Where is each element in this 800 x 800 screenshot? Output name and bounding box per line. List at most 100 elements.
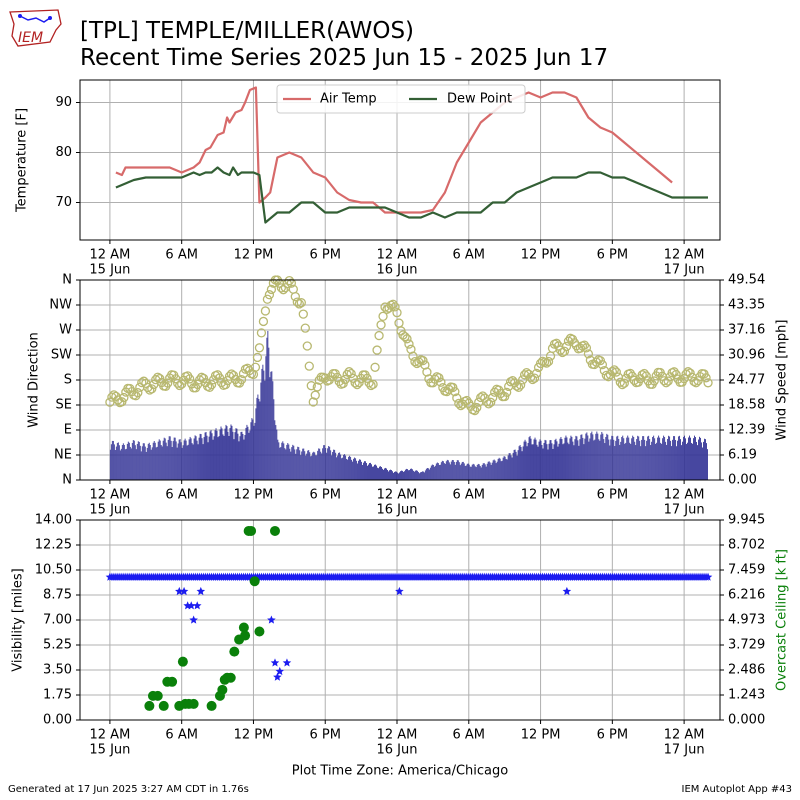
wind-speed-bar bbox=[201, 438, 203, 480]
wind-speed-bar bbox=[273, 399, 275, 480]
wind-speed-bar bbox=[452, 460, 454, 480]
wind-speed-bar bbox=[582, 437, 584, 480]
wind-speed-bar bbox=[267, 330, 269, 480]
wind-speed-bar bbox=[164, 438, 166, 480]
wind-speed-bar bbox=[487, 461, 489, 480]
wind-speed-bar bbox=[607, 434, 609, 480]
wind-speed-bar bbox=[428, 469, 430, 480]
wind-speed-bar bbox=[359, 459, 361, 480]
wind-speed-bar bbox=[468, 464, 470, 480]
wind-direction-point bbox=[362, 373, 372, 383]
wind-speed-bar bbox=[481, 464, 483, 480]
wind-speed-bar bbox=[234, 432, 236, 480]
wind-speed-bar bbox=[685, 438, 687, 480]
wind-xtick-date: 16 Jun bbox=[377, 503, 418, 518]
wind-direction-point bbox=[258, 316, 269, 327]
wind-speed-bar bbox=[658, 435, 660, 480]
wind-speed-bar bbox=[372, 466, 373, 480]
wind-speed-bar bbox=[661, 443, 663, 480]
wind-speed-bar bbox=[436, 462, 438, 480]
wind-speed-bar bbox=[626, 437, 628, 480]
temp-frame bbox=[79, 79, 721, 241]
wind-speed-bar bbox=[282, 441, 284, 480]
wind-speed-bar bbox=[216, 430, 218, 480]
wind-speed-bar bbox=[139, 445, 141, 480]
wind-y2tick-label: 49.54 bbox=[728, 273, 765, 288]
wind-direction-point bbox=[579, 340, 590, 350]
wind-speed-bar bbox=[416, 470, 418, 480]
wind-speed-bar bbox=[492, 460, 494, 480]
wind-direction-point bbox=[119, 392, 129, 403]
wind-speed-bar bbox=[591, 431, 593, 480]
wind-speed-bar bbox=[173, 437, 175, 480]
wind-speed-bar bbox=[695, 437, 696, 480]
wind-direction-point bbox=[290, 291, 300, 302]
wind-speed-bar bbox=[700, 437, 701, 480]
wind-direction-point bbox=[294, 299, 304, 309]
wind-speed-bar bbox=[114, 450, 116, 480]
wind-direction-point bbox=[374, 330, 384, 341]
wind-speed-bar bbox=[337, 455, 339, 480]
wind-speed-bar bbox=[590, 433, 592, 480]
wind-speed-bar bbox=[314, 452, 316, 480]
wind-direction-point bbox=[214, 373, 225, 383]
wind-speed-bar bbox=[224, 428, 226, 480]
wind-speed-bar bbox=[116, 442, 118, 480]
wind-direction-point bbox=[418, 355, 428, 366]
wind-speed-bar bbox=[625, 442, 627, 480]
wind-speed-bar bbox=[162, 440, 164, 480]
wind-speed-bar bbox=[602, 433, 604, 480]
wind-direction-point bbox=[511, 381, 522, 391]
legend-box bbox=[276, 84, 526, 114]
wind-speed-bar bbox=[698, 439, 699, 480]
wind-speed-bar bbox=[663, 435, 665, 480]
wind-speed-bar bbox=[251, 418, 253, 480]
wind-speed-bar bbox=[631, 438, 633, 480]
wind-direction-point bbox=[637, 370, 647, 380]
wind-speed-bar bbox=[546, 444, 548, 480]
wind-speed-bar bbox=[398, 473, 399, 480]
temp-xtick-label: 12 PM bbox=[234, 248, 274, 263]
wind-speed-bar bbox=[341, 458, 343, 480]
wind-speed-bar bbox=[317, 450, 319, 480]
wind-speed-bar bbox=[500, 461, 502, 480]
vis-y2tick-label: 7.459 bbox=[728, 563, 765, 578]
wind-direction-point bbox=[519, 370, 530, 380]
vis-xtick-date: 15 Jun bbox=[89, 743, 130, 758]
iem-logo: IEM bbox=[6, 6, 64, 50]
vis-ytick-label: 3.50 bbox=[43, 663, 72, 678]
wind-speed-bar bbox=[579, 439, 581, 480]
wind-speed-bar bbox=[167, 439, 169, 480]
wind-direction-point bbox=[505, 377, 516, 387]
wind-xtick-date: 17 Jun bbox=[664, 503, 705, 518]
wind-speed-bar bbox=[575, 435, 577, 480]
temp-ylabel: Temperature [F] bbox=[15, 108, 30, 213]
wind-direction-point bbox=[368, 379, 378, 389]
wind-speed-bar bbox=[665, 441, 667, 480]
wind-direction-point bbox=[476, 392, 486, 403]
wind-speed-bar bbox=[543, 442, 545, 480]
wind-speed-bar bbox=[370, 462, 371, 480]
wind-ytick-label: SE bbox=[56, 398, 72, 413]
wind-speed-bar bbox=[547, 449, 549, 480]
wind-speed-bar bbox=[268, 347, 270, 480]
wind-direction-point bbox=[262, 294, 273, 304]
wind-speed-bar bbox=[143, 443, 145, 480]
wind-speed-bar bbox=[396, 471, 397, 480]
wind-speed-bar bbox=[212, 439, 214, 480]
wind-speed-bar bbox=[524, 439, 526, 480]
wind-speed-bar bbox=[506, 459, 508, 480]
wind-direction-point bbox=[448, 382, 458, 393]
vis-xtick-label: 6 AM bbox=[165, 728, 198, 743]
wind-ytick-label: N bbox=[62, 473, 72, 488]
wind-xtick-label: 6 AM bbox=[453, 488, 486, 503]
wind-direction-point bbox=[406, 344, 416, 354]
wind-speed-bar bbox=[600, 434, 602, 480]
wind-speed-bar bbox=[596, 431, 598, 480]
wind-speed-bar bbox=[353, 458, 355, 480]
wind-speed-bar bbox=[488, 461, 490, 480]
wind-speed-bar bbox=[479, 465, 481, 480]
chart-title-station: [TPL] TEMPLE/MILLER(AWOS) bbox=[80, 18, 415, 44]
vis-ytick-label: 1.75 bbox=[43, 688, 72, 703]
wind-speed-bar bbox=[321, 453, 323, 480]
